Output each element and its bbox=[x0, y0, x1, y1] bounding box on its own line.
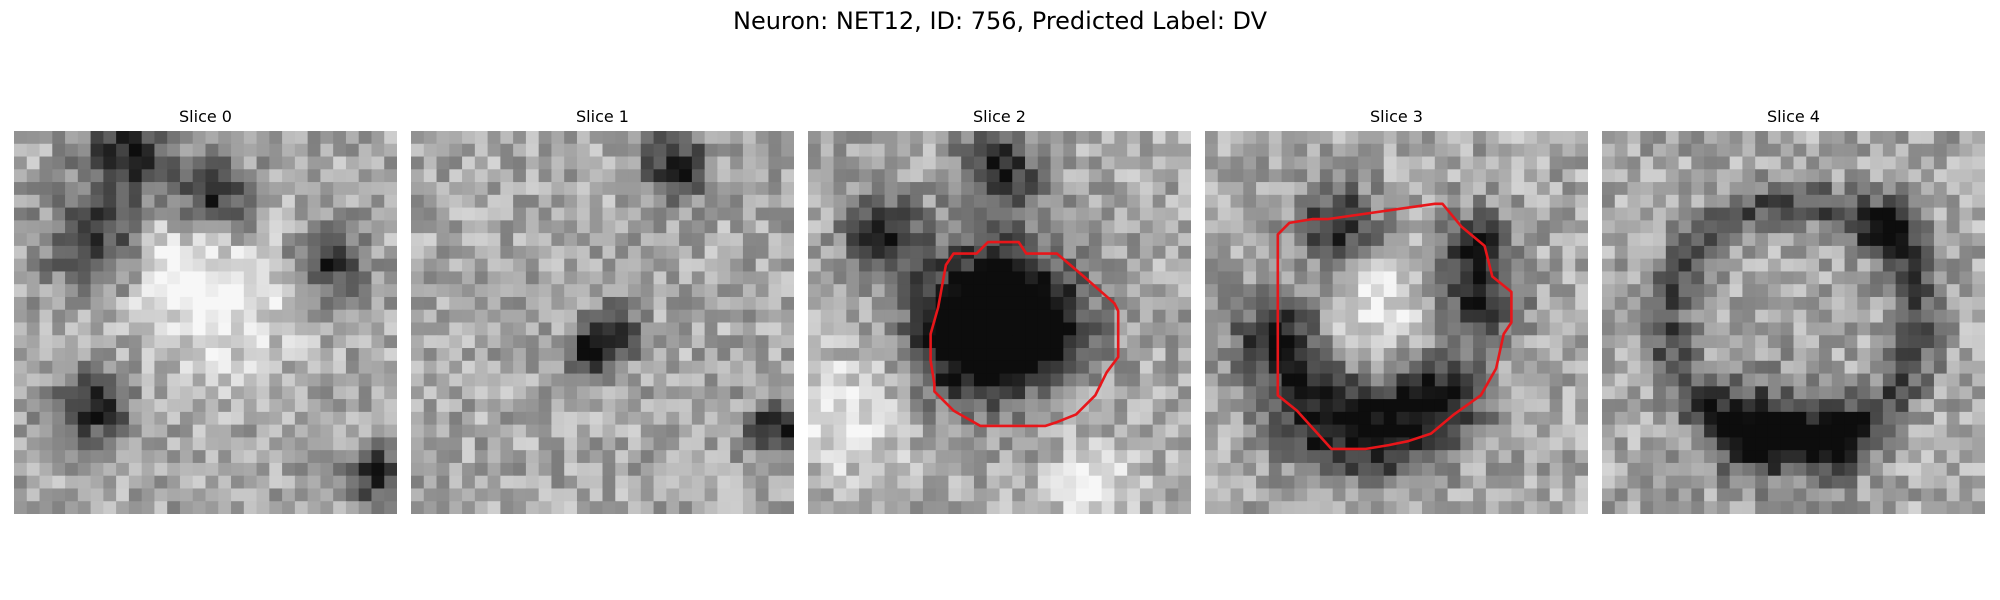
slice-panel-4: Slice 4 bbox=[1602, 107, 1985, 514]
pixel-grid bbox=[14, 131, 397, 514]
slice-svg bbox=[1602, 131, 1985, 514]
slice-title: Slice 2 bbox=[973, 107, 1026, 126]
slice-title: Slice 1 bbox=[576, 107, 629, 126]
roi-contour bbox=[929, 240, 1120, 428]
slice-title: Slice 0 bbox=[179, 107, 232, 126]
slice-image bbox=[808, 131, 1191, 514]
slice-svg bbox=[1205, 131, 1588, 514]
slice-svg bbox=[411, 131, 794, 514]
pixel-grid bbox=[411, 131, 794, 514]
slice-panel-2: Slice 2 bbox=[808, 107, 1191, 514]
slice-panel-3: Slice 3 bbox=[1205, 107, 1588, 514]
slice-image bbox=[14, 131, 397, 514]
slice-panel-0: Slice 0 bbox=[14, 107, 397, 514]
slice-image bbox=[1602, 131, 1985, 514]
slice-image bbox=[1205, 131, 1588, 514]
slice-panel-1: Slice 1 bbox=[411, 107, 794, 514]
slice-svg bbox=[808, 131, 1191, 514]
slice-image bbox=[411, 131, 794, 514]
slice-title: Slice 3 bbox=[1370, 107, 1423, 126]
figure-title: Neuron: NET12, ID: 756, Predicted Label:… bbox=[732, 7, 1268, 35]
pixel-grid bbox=[1602, 131, 1985, 514]
slice-svg bbox=[14, 131, 397, 514]
pixel-grid bbox=[1205, 131, 1588, 514]
slice-title: Slice 4 bbox=[1767, 107, 1820, 126]
roi-contour bbox=[1276, 202, 1513, 451]
pixel-grid bbox=[808, 131, 1191, 514]
